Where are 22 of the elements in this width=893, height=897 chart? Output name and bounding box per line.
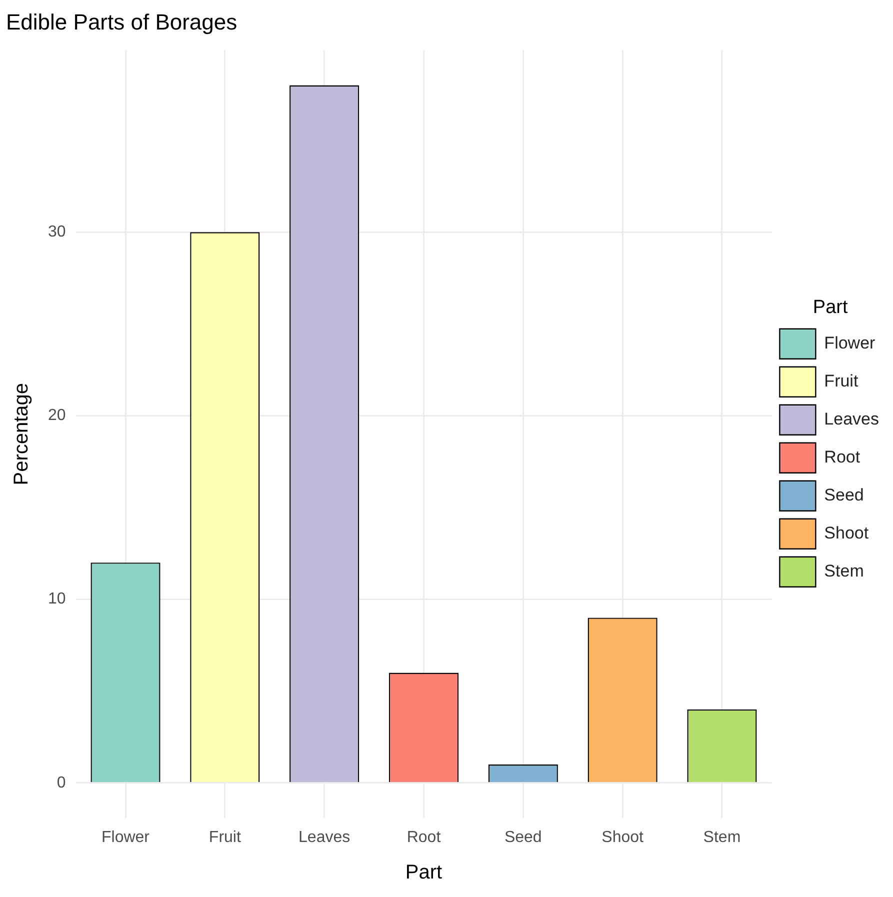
x-tick-label: Leaves (298, 828, 350, 846)
y-tick-label: 20 (48, 407, 66, 424)
x-tick-label: Flower (101, 828, 150, 846)
legend-label: Leaves (824, 410, 880, 429)
x-tick-label: Stem (703, 828, 741, 846)
y-tick-label: 0 (56, 774, 66, 792)
legend-label: Root (824, 448, 860, 467)
legend-label: Fruit (824, 372, 858, 391)
x-axis-title: Part (405, 862, 443, 884)
x-tick-label: Shoot (602, 828, 644, 846)
x-tick-label: Root (406, 828, 442, 846)
legend-label: Stem (824, 562, 864, 581)
legend-title: Part (812, 296, 848, 318)
chart-title: Edible Parts of Borages (6, 9, 238, 34)
x-tick-label: Seed (504, 828, 542, 846)
y-tick-label: 30 (48, 224, 66, 241)
legend-label: Flower (824, 334, 876, 353)
x-tick-label: Fruit (208, 828, 242, 846)
y-axis-title: Percentage (10, 382, 33, 486)
legend-label: Shoot (824, 524, 869, 543)
y-tick-label: 10 (48, 590, 66, 608)
legend-label: Seed (824, 486, 864, 505)
